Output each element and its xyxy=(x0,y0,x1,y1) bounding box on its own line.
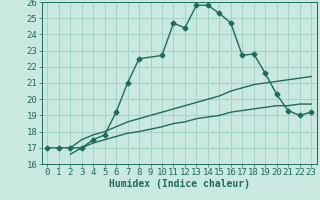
X-axis label: Humidex (Indice chaleur): Humidex (Indice chaleur) xyxy=(109,179,250,189)
